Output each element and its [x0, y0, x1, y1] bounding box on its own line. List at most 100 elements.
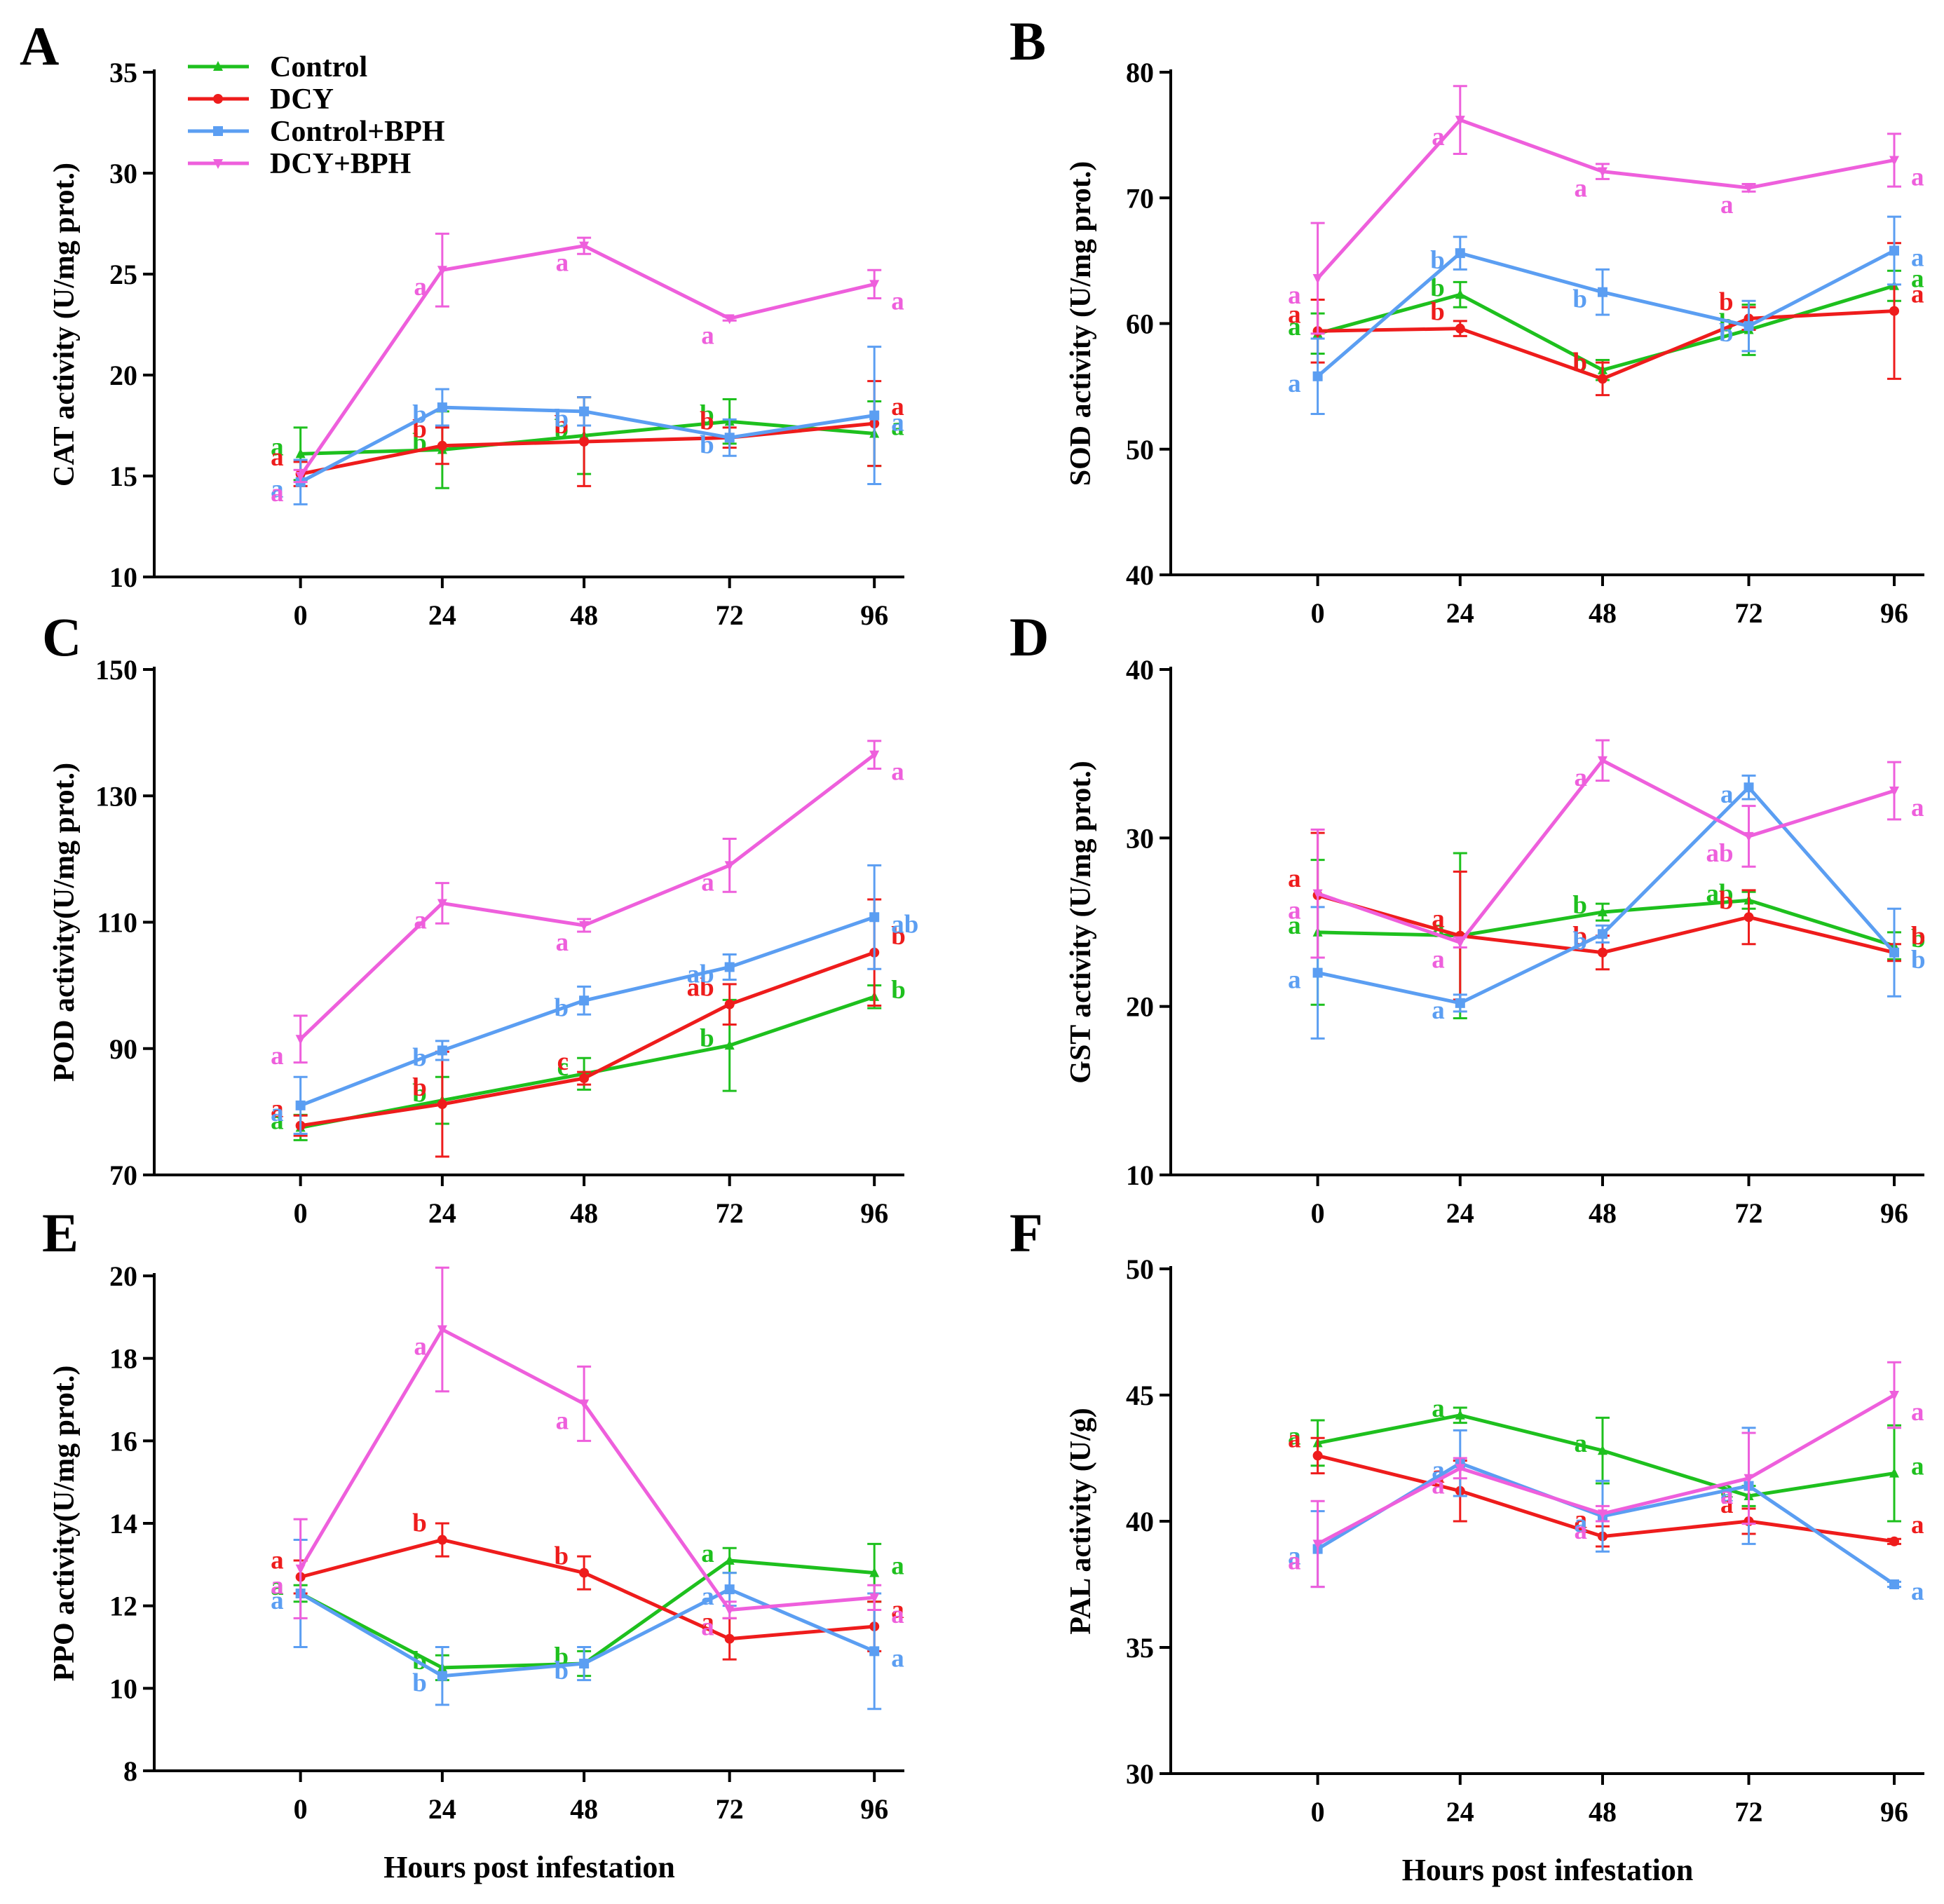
x-tick-label: 96	[860, 1793, 888, 1825]
significance-letter: a	[414, 273, 427, 301]
x-tick-label: 24	[1446, 1796, 1474, 1828]
data-point	[1889, 787, 1899, 797]
y-tick-label: 40	[1126, 559, 1154, 591]
significance-letter: b	[1572, 891, 1587, 920]
data-point	[1455, 1409, 1465, 1420]
significance-letter: a	[1574, 763, 1587, 792]
significance-letter: a	[1432, 1394, 1445, 1423]
significance-letter: a	[1911, 1577, 1924, 1606]
significance-letter: a	[1720, 191, 1734, 219]
x-tick-label: 48	[570, 599, 598, 631]
panel-letter: E	[42, 1202, 79, 1263]
significance-letter: a	[1911, 280, 1924, 309]
significance-letter: a	[271, 1586, 284, 1615]
significance-letter: a	[1911, 1398, 1924, 1427]
panel-a: A 10 15 20 25 30 35 0 24 48 72 96 CAT activity (U/mg…	[20, 15, 904, 631]
significance-letter: a	[701, 321, 714, 350]
significance-letter: a	[891, 413, 904, 442]
data-point	[579, 1568, 590, 1578]
data-point	[437, 1045, 447, 1056]
data-point	[1312, 1450, 1323, 1461]
significance-letter: b	[891, 922, 906, 951]
y-axis-label: POD activity(U/mg prot.)	[48, 763, 81, 1082]
panel-d: D 10 20 30 40 0 24 48 72 96 GST activity (U/mg pro…	[1010, 606, 1926, 1229]
significance-letter: a	[414, 1332, 427, 1361]
significance-letter: a	[271, 1095, 284, 1124]
significance-letter: a	[1288, 864, 1301, 893]
data-point	[295, 448, 306, 458]
data-point	[1744, 183, 1754, 193]
data-point	[1312, 889, 1323, 899]
significance-letter: a	[701, 868, 714, 897]
data-point	[437, 1099, 447, 1110]
significance-letter: a	[1911, 1453, 1924, 1481]
significance-letter: a	[701, 1582, 714, 1611]
significance-letter: b	[1911, 922, 1926, 951]
legend-marker	[213, 126, 223, 136]
x-tick-label: 0	[294, 1197, 308, 1229]
significance-letter: b	[891, 976, 906, 1005]
data-point	[724, 1633, 735, 1644]
legend-marker	[213, 61, 223, 71]
significance-letter: b	[1719, 319, 1734, 348]
legend-label: Control+BPH	[270, 116, 445, 148]
x-tick-label: 96	[1880, 597, 1908, 629]
significance-letter: b	[1911, 925, 1926, 953]
data-point	[579, 995, 590, 1006]
x-tick-label: 0	[1311, 1197, 1325, 1229]
data-point	[1597, 929, 1607, 939]
panel-letter: A	[20, 15, 59, 76]
data-point	[1744, 912, 1754, 923]
significance-letter: a	[891, 1600, 904, 1629]
y-tick-label: 30	[109, 158, 137, 189]
significance-letter: a	[1720, 1481, 1734, 1510]
data-point	[1597, 947, 1607, 958]
significance-letter: a	[1288, 300, 1301, 329]
legend-label: DCY+BPH	[270, 148, 411, 180]
significance-letter: a	[271, 1106, 284, 1135]
y-tick-label: 12	[109, 1591, 137, 1622]
x-tick-label: 72	[1735, 1796, 1763, 1828]
series-line	[1317, 785, 1896, 1005]
significance-letter: a	[271, 1099, 284, 1127]
series-line	[299, 1327, 875, 1612]
data-point	[869, 912, 880, 923]
panel-b: B 40 50 60 70 80 0 24 48 72 96 SOD activity (U/mg p…	[1010, 11, 1924, 629]
x-axis-label: Hours post infestation	[1402, 1853, 1694, 1887]
data-point	[1744, 831, 1754, 842]
significance-letter: a	[1911, 244, 1924, 273]
data-point	[1455, 998, 1465, 1008]
y-tick-label: 25	[109, 259, 137, 290]
significance-letter: a	[1432, 905, 1445, 934]
data-point	[724, 861, 735, 871]
significance-letter: c	[557, 1047, 569, 1076]
significance-letter: ab	[687, 974, 714, 1002]
significance-letter: b	[1719, 886, 1734, 915]
data-point	[1597, 287, 1607, 297]
significance-letter: a	[1720, 780, 1734, 809]
significance-letter: b	[555, 404, 569, 433]
data-point	[579, 1073, 590, 1084]
significance-letter: b	[412, 400, 427, 429]
data-point	[1889, 1536, 1899, 1546]
significance-letter: a	[414, 906, 427, 934]
significance-letter: a	[701, 1613, 714, 1642]
significance-letter: a	[1288, 911, 1301, 940]
data-point	[869, 410, 880, 421]
significance-letter: a	[556, 928, 569, 957]
data-point	[1312, 273, 1323, 284]
y-tick-label: 70	[109, 1160, 137, 1191]
data-point	[295, 1035, 306, 1045]
y-tick-label: 40	[1126, 654, 1154, 686]
data-point	[1312, 371, 1323, 381]
data-point	[1597, 1445, 1607, 1455]
data-point	[1889, 156, 1899, 166]
significance-letter: b	[1911, 946, 1926, 974]
data-point	[437, 1535, 447, 1545]
panel-letter: B	[1010, 11, 1046, 72]
significance-letter: b	[412, 1043, 427, 1072]
